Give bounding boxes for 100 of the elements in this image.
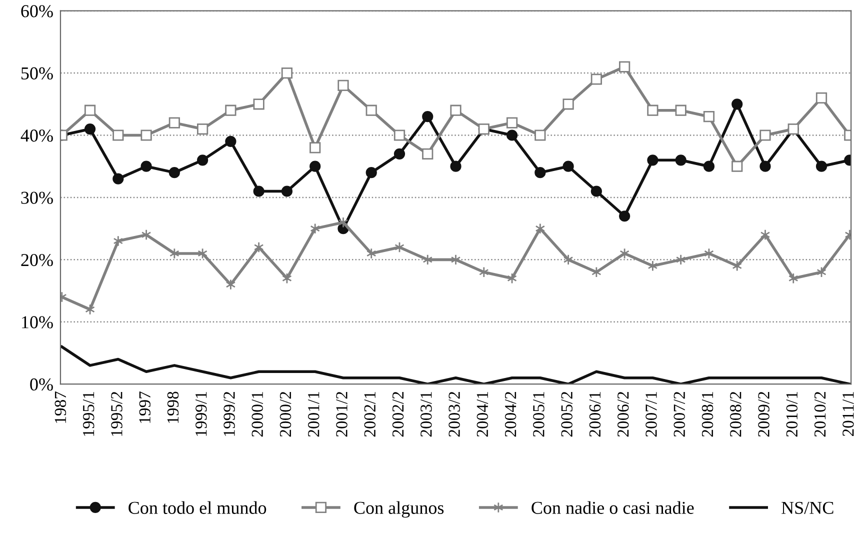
x-tick-label: 2004/1 (476, 392, 488, 437)
point (198, 248, 208, 260)
x-tick-label: 2002/2 (392, 392, 404, 437)
y-tick-label: 30% (21, 192, 53, 204)
legend-label: NS/NC (782, 502, 834, 514)
point (620, 248, 630, 260)
x-tick-label: 1999/2 (224, 392, 235, 436)
point (394, 130, 406, 141)
point (225, 136, 236, 148)
point (394, 148, 406, 160)
y-tick-label: 40% (20, 130, 53, 142)
point (366, 104, 377, 116)
point (450, 160, 462, 172)
x-tick-label: 1987 (54, 392, 66, 423)
point (112, 173, 124, 184)
point (226, 279, 236, 290)
x-tick-label: 2005/1 (533, 392, 544, 437)
point (562, 160, 574, 172)
point (140, 160, 152, 172)
y-tick-label: 0% (30, 378, 53, 391)
point (366, 167, 377, 178)
x-tick-label: 2006/2 (617, 392, 629, 437)
point (816, 92, 828, 104)
point (703, 160, 715, 172)
x-tick-label: 2003/2 (448, 392, 460, 437)
point (648, 260, 658, 272)
point (112, 130, 124, 141)
point (732, 260, 742, 272)
point (703, 111, 715, 122)
point (84, 123, 96, 135)
point (253, 186, 264, 197)
point (170, 248, 180, 260)
x-tick-label: 1999/1 (196, 392, 207, 436)
x-tick-label: 1995/1 (82, 392, 94, 436)
point (310, 223, 320, 234)
x-tick-label: 2010/1 (786, 392, 798, 437)
x-tick-label: 2007/2 (674, 392, 685, 437)
point (760, 160, 771, 172)
x-tick-label: 2003/1 (420, 392, 432, 437)
legend-label: Con algunos (354, 501, 444, 518)
point (647, 104, 658, 116)
x-tick-label: 2004/2 (504, 392, 516, 437)
point (675, 154, 686, 166)
x-tick-label: 2006/1 (589, 392, 601, 437)
x-tick-label: 1997 (139, 392, 150, 423)
point (225, 104, 236, 116)
point (590, 74, 602, 85)
y-tick-label: 60% (21, 5, 53, 18)
point (760, 130, 771, 141)
x-tick-label: 2001/2 (336, 392, 348, 437)
point (675, 104, 686, 116)
point (788, 272, 798, 284)
point (592, 266, 602, 278)
point (281, 186, 293, 197)
point (647, 154, 658, 166)
point (450, 104, 462, 116)
point (140, 130, 152, 141)
x-tick-label: 2002/1 (364, 392, 376, 437)
x-tick-label: 1995/2 (111, 392, 122, 436)
point (168, 167, 180, 178)
point (562, 98, 574, 110)
point (84, 104, 96, 116)
point (338, 80, 349, 92)
point (310, 142, 321, 154)
point (732, 98, 743, 110)
x-tick-label: 2000/1 (252, 392, 263, 437)
y-tick-label: 10% (22, 316, 53, 328)
point (732, 160, 743, 172)
x-tick-label: 2007/1 (646, 392, 657, 437)
point (422, 148, 434, 160)
point (535, 223, 546, 234)
point (619, 61, 630, 72)
point (310, 160, 321, 172)
x-tick-label: 2000/2 (280, 392, 292, 437)
x-tick-label: 2008/1 (702, 392, 714, 437)
point (197, 154, 208, 166)
x-tick-label: 2008/2 (730, 392, 742, 437)
legend-label: Con nadie o casi nadie (532, 501, 694, 514)
point (534, 167, 546, 178)
point (422, 111, 434, 122)
x-tick-label: 2010/2 (814, 392, 826, 437)
point (619, 210, 630, 222)
x-tick-label: 2001/1 (308, 392, 320, 437)
point (366, 248, 376, 260)
x-tick-label: 2011/1 (842, 392, 854, 436)
point (506, 130, 518, 141)
point (506, 117, 518, 128)
point (197, 123, 208, 135)
legend-label: Con todo el mundo (128, 501, 266, 514)
point (281, 67, 293, 79)
point (534, 130, 546, 141)
x-tick-label: 2005/2 (561, 392, 572, 437)
point (816, 160, 828, 172)
x-tick-label: 1998 (167, 392, 179, 423)
x-tick-label: 2009/2 (758, 392, 770, 437)
point (168, 117, 180, 128)
y-tick-label: 50% (21, 67, 53, 80)
y-tick-label: 20% (21, 254, 53, 266)
point (590, 186, 602, 197)
point (113, 235, 124, 247)
